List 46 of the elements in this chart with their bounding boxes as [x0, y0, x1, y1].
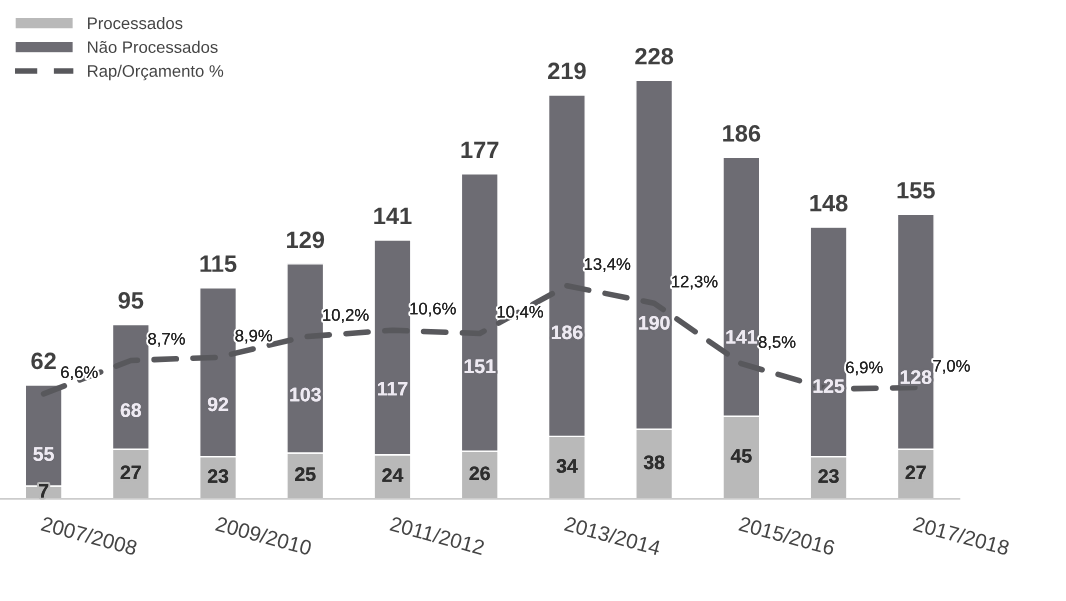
data-label: 27 — [905, 465, 926, 480]
data-label: 45 — [730, 449, 752, 463]
data-label: 13,4% — [584, 258, 631, 272]
data-label: 8,7% — [148, 332, 185, 347]
data-label: 186 — [551, 325, 583, 340]
total-label: 155 — [897, 182, 935, 199]
data-label: 26 — [469, 466, 490, 481]
total-label: 95 — [118, 292, 144, 309]
legend-label: Não Processados — [88, 40, 218, 54]
legend-label: Rap/Orçamento % — [88, 64, 224, 81]
data-label: 25 — [295, 467, 316, 482]
data-label: 38 — [643, 455, 665, 470]
data-label: 151 — [464, 359, 496, 374]
data-label: 190 — [639, 315, 670, 330]
total-label: 62 — [31, 352, 56, 370]
data-label: 6,9% — [846, 361, 883, 376]
total-label: 228 — [635, 47, 674, 65]
data-label: 10,2% — [323, 309, 369, 323]
data-label: 117 — [378, 381, 408, 396]
data-label: 68 — [120, 403, 142, 418]
data-label: 12,3% — [672, 275, 718, 290]
data-label: 10,6% — [410, 302, 456, 317]
total-label: 186 — [723, 124, 761, 142]
total-label: 219 — [548, 62, 586, 80]
data-label: 92 — [207, 397, 229, 412]
data-label: 7,0% — [933, 359, 970, 374]
data-label: 6,6% — [61, 366, 98, 381]
data-label: 34 — [556, 459, 578, 473]
total-label: 177 — [461, 141, 499, 158]
data-label: 125 — [813, 379, 845, 393]
total-label: 115 — [200, 255, 237, 273]
data-label: 23 — [818, 469, 839, 483]
total-label: 148 — [810, 194, 848, 212]
data-label: 103 — [290, 387, 321, 402]
legend-label: Processados — [88, 16, 183, 30]
data-label: 27 — [120, 465, 141, 480]
data-label: 55 — [33, 447, 54, 461]
data-label: 141 — [726, 330, 758, 344]
data-label: 24 — [382, 468, 404, 482]
data-label: 128 — [900, 370, 932, 384]
total-label: 129 — [287, 231, 325, 249]
data-label: 8,9% — [235, 329, 273, 344]
data-label: 23 — [207, 469, 229, 483]
data-label: 10,4% — [497, 305, 544, 320]
data-label: 7 — [39, 484, 49, 498]
total-label: 141 — [374, 207, 412, 225]
